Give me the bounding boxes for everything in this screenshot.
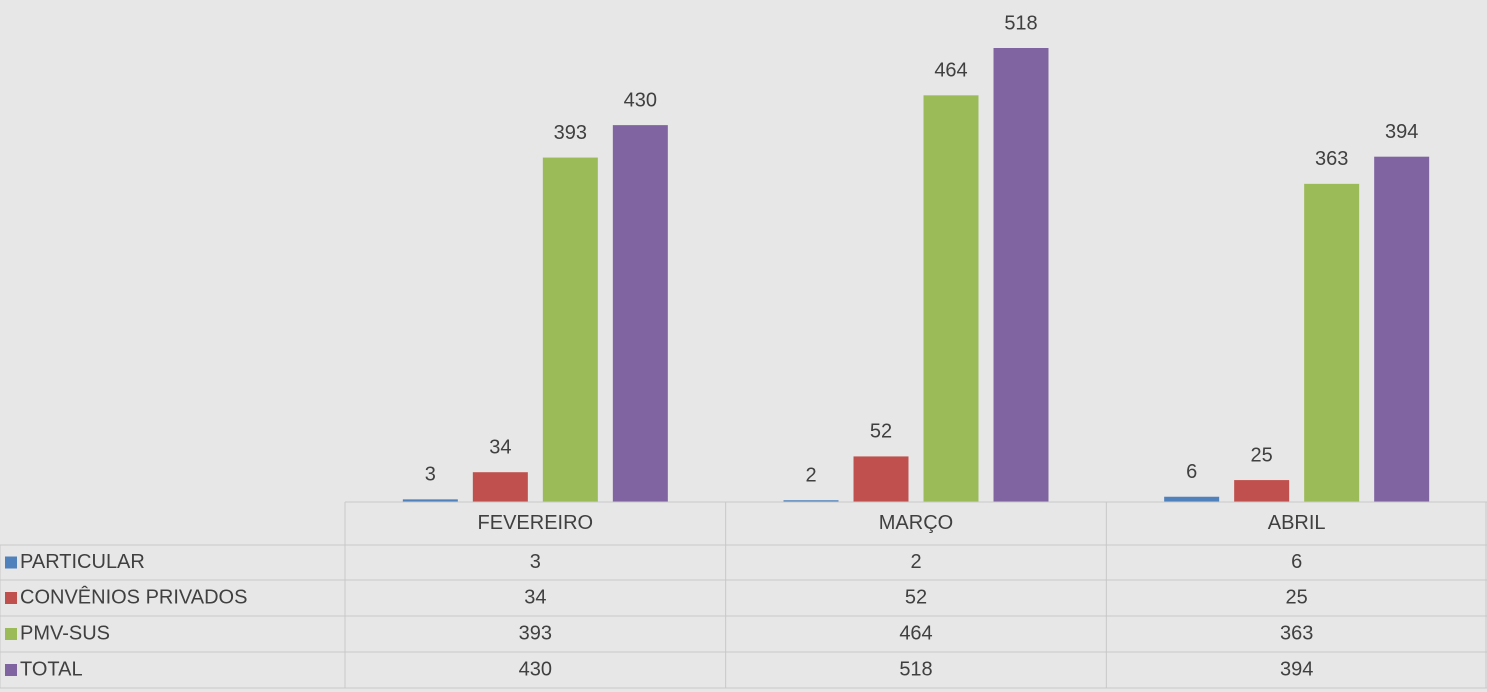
table-cell: 6 [1291,551,1302,573]
data-label: 430 [624,89,657,111]
table-cell: 34 [524,586,546,608]
table-cell: 25 [1286,586,1308,608]
x-tick-label: FEVEREIRO [478,512,594,534]
legend-label: PMV-SUS [20,622,110,644]
bar [1374,157,1429,502]
bar [1234,480,1289,502]
bar [924,95,979,502]
table-cell: 394 [1280,658,1313,680]
legend-key [5,557,17,569]
bar [1164,497,1219,502]
bar [543,158,598,502]
bar [1304,184,1359,502]
bar [613,125,668,502]
data-label: 3 [425,464,436,486]
x-tick-label: ABRIL [1268,512,1326,534]
table-cell: 393 [519,622,552,644]
legend-label: PARTICULAR [20,551,145,573]
table-cell: 430 [519,658,552,680]
legend-label: TOTAL [20,658,83,680]
bar [854,456,909,502]
table-cell: 464 [899,622,932,644]
chart: 3 2 6 34 52 25 393 464 363 430 518 394 FEVEREIRO MARÇ… [0,0,1487,692]
legend-key [5,664,17,676]
data-label: 2 [805,465,816,487]
table-cell: 518 [899,658,932,680]
data-label: 363 [1315,148,1348,170]
table-cell: 3 [530,551,541,573]
data-label: 394 [1385,121,1418,143]
data-label: 393 [554,122,587,144]
table-cell: 363 [1280,622,1313,644]
table-cell: 2 [910,551,921,573]
data-label: 34 [489,436,511,458]
legend-key [5,592,17,604]
bar [994,48,1049,502]
legend-label: CONVÊNIOS PRIVADOS [20,585,247,608]
x-tick-label: MARÇO [879,512,953,534]
data-label: 518 [1004,12,1037,34]
data-label: 25 [1251,444,1273,466]
legend-key [5,628,17,640]
data-label: 6 [1186,461,1197,483]
data-label: 464 [934,60,967,82]
bar [473,472,528,502]
data-label: 52 [870,421,892,443]
table-cell: 52 [905,586,927,608]
